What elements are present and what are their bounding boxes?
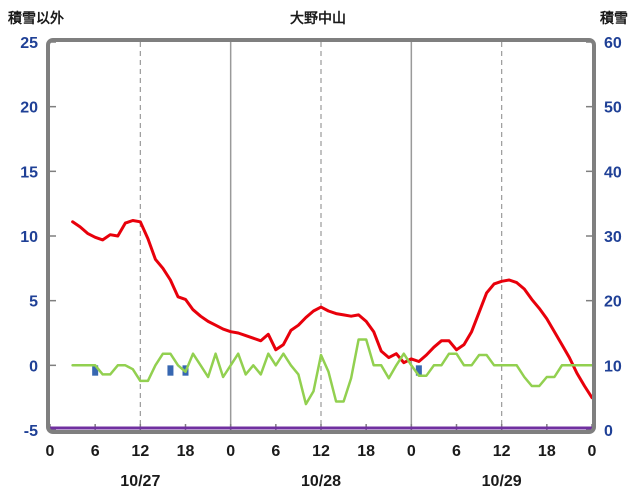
- x-tick-label: 18: [177, 443, 195, 460]
- x-tick-label: 0: [46, 443, 55, 460]
- x-tick-label: 12: [312, 443, 330, 460]
- green-series-line: [71, 338, 594, 406]
- y-left-tick-label: -5: [24, 423, 38, 440]
- x-tick-label: 0: [226, 443, 235, 460]
- y-left-tick-label: 10: [20, 229, 38, 246]
- x-date-label: 10/28: [301, 473, 341, 490]
- chart-title: 大野中山: [290, 10, 346, 26]
- right-axis-title: 積雪: [600, 10, 628, 26]
- y-right-tick-label: 0: [604, 423, 613, 440]
- x-tick-label: 0: [588, 443, 597, 460]
- x-tick-label: 12: [493, 443, 511, 460]
- x-tick-label: 18: [357, 443, 375, 460]
- x-tick-label: 6: [271, 443, 280, 460]
- x-tick-label: 0: [407, 443, 416, 460]
- y-left-tick-label: 25: [20, 35, 38, 52]
- temperature-red-line: [71, 219, 594, 400]
- x-date-label: 10/27: [120, 473, 160, 490]
- y-left-tick-label: 20: [20, 100, 38, 117]
- y-right-tick-label: 10: [604, 358, 622, 375]
- x-tick-label: 6: [91, 443, 100, 460]
- y-left-tick-label: 15: [20, 164, 38, 181]
- precip-bar: [415, 365, 422, 376]
- x-date-label: 10/29: [482, 473, 522, 490]
- y-right-tick-label: 20: [604, 294, 622, 311]
- y-right-tick-label: 50: [604, 100, 622, 117]
- y-right-tick-label: 40: [604, 164, 622, 181]
- y-right-tick-label: 60: [604, 35, 622, 52]
- precip-bar: [92, 365, 99, 376]
- x-tick-label: 18: [538, 443, 556, 460]
- y-left-tick-label: 5: [29, 294, 38, 311]
- plot-frame: [46, 38, 596, 434]
- precip-bar: [167, 365, 174, 376]
- left-axis-title: 積雪以外: [8, 10, 64, 26]
- x-tick-label: 12: [131, 443, 149, 460]
- x-tick-label: 6: [452, 443, 461, 460]
- y-right-tick-label: 30: [604, 229, 622, 246]
- y-left-tick-label: 0: [29, 358, 38, 375]
